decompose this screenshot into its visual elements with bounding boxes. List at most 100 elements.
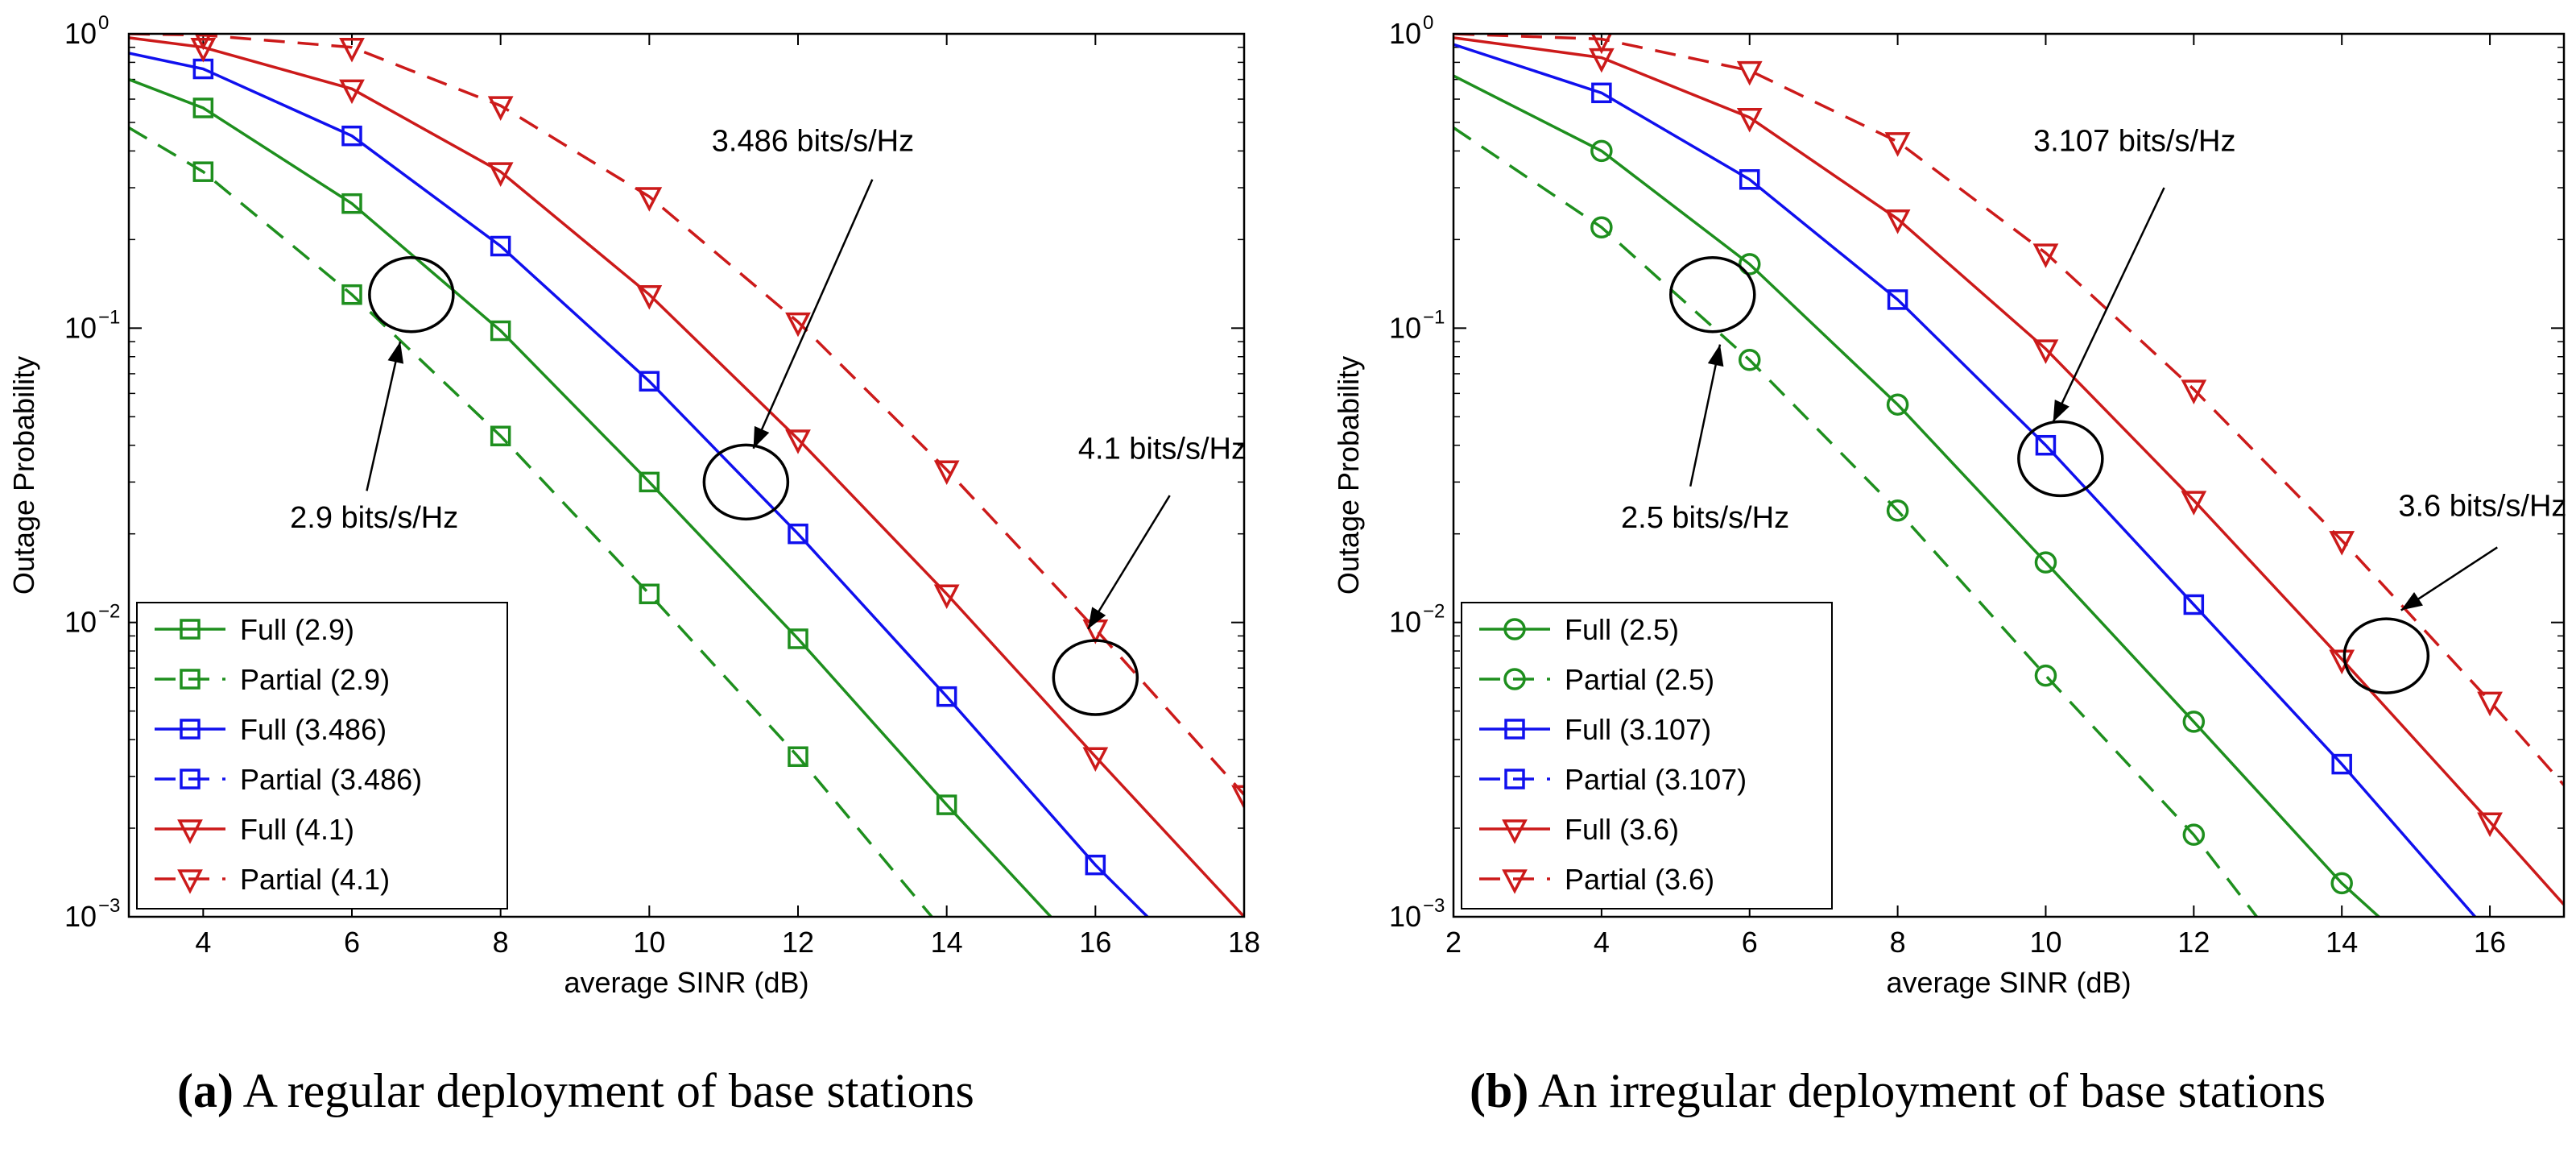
data-point-b-0 xyxy=(2034,551,2057,574)
data-point-a-4 xyxy=(339,79,365,105)
data-point-b-1 xyxy=(1738,349,1761,371)
legend-box-b xyxy=(1461,602,1833,910)
data-point-b-5 xyxy=(2329,531,2355,556)
data-point-a-5 xyxy=(636,187,663,212)
x-tick-label-b: 10 xyxy=(2029,926,2061,959)
legend-label-a-1: Partial (2.9) xyxy=(240,663,390,696)
data-point-a-5 xyxy=(194,34,212,51)
annotation-label-a-0: 2.9 bits/s/Hz xyxy=(290,501,458,535)
data-point-a-4 xyxy=(933,584,960,610)
annotation-arrow-a-1 xyxy=(752,179,874,450)
caption-b-text: An irregular deployment of base stations xyxy=(1538,1064,2326,1117)
data-point-a-4 xyxy=(636,284,663,310)
data-point-a-1 xyxy=(639,583,660,605)
legend-box-a xyxy=(136,602,508,910)
data-point-b-1 xyxy=(1886,499,1909,522)
data-point-a-4 xyxy=(190,37,217,63)
data-point-b-0 xyxy=(1886,393,1909,416)
x-tick-label-a: 14 xyxy=(931,926,963,959)
data-point-b-0 xyxy=(2182,711,2206,733)
y-tick-exponent-a: −2 xyxy=(98,601,120,623)
data-point-a-2 xyxy=(490,235,511,257)
legend-label-b-2: Full (3.107) xyxy=(1565,713,1711,746)
legend-label-a-4: Full (4.1) xyxy=(240,813,354,846)
legend-marker-a-5 xyxy=(177,869,203,894)
series-line-a-1 xyxy=(129,126,933,917)
plot-frame-a xyxy=(127,32,1246,918)
y-tick-exponent-b: −1 xyxy=(1423,306,1445,328)
annotation-arrow-b-0 xyxy=(1689,344,1722,487)
y-axis-label-a: Outage Probability xyxy=(7,356,40,595)
x-axis-label-a: average SINR (dB) xyxy=(564,966,808,999)
series-line-a-0 xyxy=(129,77,1052,917)
y-tick-label-a: 10 xyxy=(64,900,97,933)
data-point-a-2 xyxy=(788,523,808,545)
data-point-b-2 xyxy=(2183,594,2205,615)
series-line-b-5 xyxy=(1453,34,2564,786)
annotation-ellipse-b-1 xyxy=(2017,420,2104,498)
legend-label-a-5: Partial (4.1) xyxy=(240,863,390,896)
data-point-a-5 xyxy=(933,460,960,486)
series-line-a-4 xyxy=(129,36,1244,917)
x-tick-label-a: 12 xyxy=(782,926,814,959)
x-axis-label-b: average SINR (dB) xyxy=(1886,966,2131,999)
data-point-b-4 xyxy=(2477,812,2503,838)
data-point-b-2 xyxy=(2035,434,2057,456)
data-point-a-2 xyxy=(936,686,957,707)
legend-label-b-3: Partial (3.107) xyxy=(1565,763,1747,796)
x-tick-label-a: 8 xyxy=(493,926,509,959)
legend-marker-b-4 xyxy=(1502,819,1528,844)
legend-marker-a-3 xyxy=(180,769,201,789)
data-point-b-5 xyxy=(2477,691,2503,717)
x-tick-label-a: 10 xyxy=(633,926,665,959)
legend-marker-b-2 xyxy=(1504,719,1525,740)
y-tick-exponent-a: −3 xyxy=(98,895,120,917)
data-point-a-1 xyxy=(192,161,214,182)
data-point-a-1 xyxy=(341,284,362,305)
x-tick-label-b: 4 xyxy=(1594,926,1610,959)
x-tick-label-b: 14 xyxy=(2326,926,2358,959)
x-tick-label-b: 6 xyxy=(1742,926,1758,959)
data-point-b-0 xyxy=(1590,139,1613,163)
data-point-b-4 xyxy=(1884,209,1911,234)
data-point-b-2 xyxy=(1739,169,1760,190)
annotation-label-a-1: 3.486 bits/s/Hz xyxy=(712,124,914,158)
annotation-ellipse-a-1 xyxy=(702,443,790,521)
caption-a: (a) A regular deployment of base station… xyxy=(177,1063,974,1119)
annotation-label-b-0: 2.5 bits/s/Hz xyxy=(1621,501,1789,535)
plot-frame-b xyxy=(1452,32,2566,918)
y-tick-label-a: 10 xyxy=(64,606,97,639)
data-point-a-5 xyxy=(785,312,811,338)
legend-label-a-3: Partial (3.486) xyxy=(240,763,422,796)
legend-marker-b-1 xyxy=(1503,668,1526,690)
data-point-a-0 xyxy=(192,97,214,118)
data-point-a-4 xyxy=(785,429,811,454)
data-point-b-5 xyxy=(1590,34,1613,55)
annotation-arrow-a-2 xyxy=(1087,495,1171,630)
series-line-b-1 xyxy=(1453,126,2258,917)
series-line-a-5 xyxy=(129,34,1244,796)
data-point-a-0 xyxy=(936,794,957,815)
y-tick-label-b: 10 xyxy=(1389,606,1421,639)
annotation-ellipse-b-0 xyxy=(1669,255,1756,334)
legend-marker-a-4 xyxy=(177,819,203,844)
data-point-b-4 xyxy=(2032,339,2059,364)
data-point-a-0 xyxy=(490,320,511,342)
annotation-arrow-a-0 xyxy=(366,341,402,491)
data-point-a-2 xyxy=(341,125,362,147)
series-group-b xyxy=(1453,34,2564,917)
annotation-arrowhead-b-2 xyxy=(2400,591,2423,611)
data-point-a-2 xyxy=(1085,854,1106,876)
legend-marker-b-3 xyxy=(1504,769,1525,789)
annotation-ellipse-a-0 xyxy=(368,255,455,334)
series-line-b-0 xyxy=(1453,74,2380,917)
legend-marker-a-1 xyxy=(180,669,201,690)
data-point-b-1 xyxy=(1590,216,1613,238)
legend-marker-b-0 xyxy=(1503,618,1526,640)
annotation-ellipse-b-2 xyxy=(2342,617,2430,694)
legend-label-b-4: Full (3.6) xyxy=(1565,813,1679,846)
x-tick-label-b: 8 xyxy=(1890,926,1906,959)
annotation-arrow-b-1 xyxy=(2052,187,2165,423)
